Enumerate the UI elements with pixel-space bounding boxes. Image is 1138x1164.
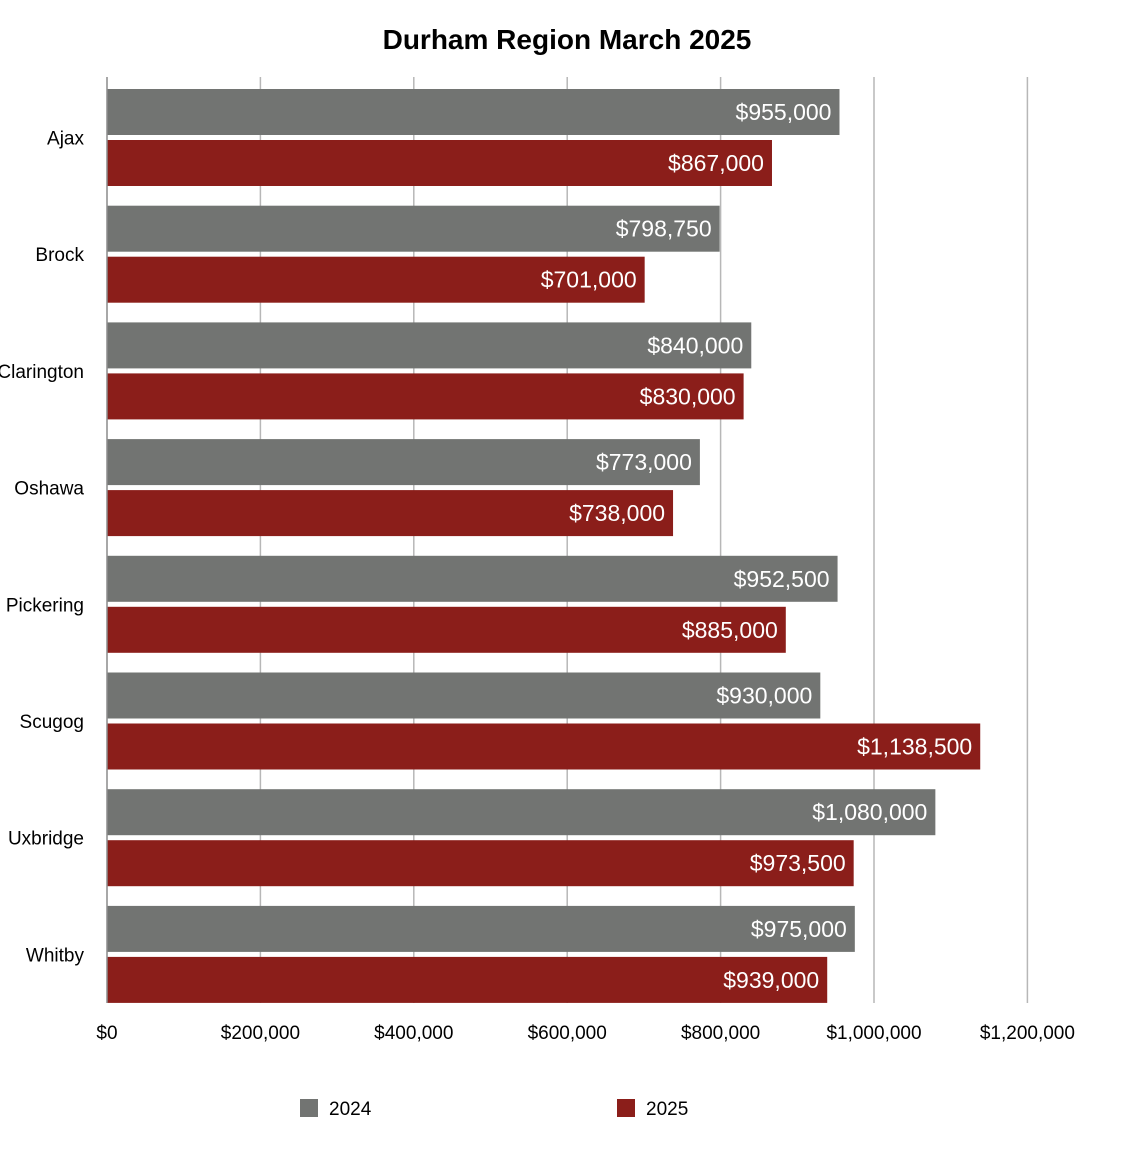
x-tick-label: $800,000 [681, 1023, 760, 1044]
chart-title: Durham Region March 2025 [383, 24, 752, 55]
data-label: $939,000 [723, 967, 819, 993]
x-tick-label: $1,200,000 [980, 1023, 1075, 1044]
data-label: $738,000 [569, 500, 665, 526]
y-category-label: Ajax [47, 129, 84, 150]
bar-2024-pickering [107, 555, 838, 602]
bar-2025-scugog [107, 723, 981, 770]
data-label: $867,000 [668, 150, 764, 176]
bar-2025-clarington [107, 373, 744, 420]
bar-2024-scugog [107, 672, 821, 719]
bar-2025-whitby [107, 956, 828, 1003]
bar-2024-ajax [107, 89, 840, 135]
data-label: $798,750 [616, 216, 712, 242]
x-tick-label: $1,000,000 [826, 1023, 921, 1044]
bar-2024-oshawa [107, 439, 700, 486]
bar-2024-brock [107, 205, 720, 252]
data-label: $830,000 [640, 383, 736, 409]
legend-swatch-2024 [300, 1099, 318, 1117]
x-tick-label: $400,000 [374, 1023, 453, 1044]
axes: $0 $200,000 $400,000 $600,000 $800,000 $1,000… [0, 77, 1075, 1044]
bar-2024-clarington [107, 322, 752, 369]
data-label: $975,000 [751, 916, 847, 942]
y-category-label: Whitby [26, 945, 85, 966]
y-category-label: Scugog [20, 712, 84, 733]
legend-swatch-2025 [617, 1099, 635, 1117]
data-label: $1,138,500 [857, 734, 972, 760]
legend-label: 2024 [329, 1099, 372, 1120]
bar-2025-oshawa [107, 490, 674, 537]
data-label: $955,000 [736, 99, 832, 125]
x-tick-label: $600,000 [528, 1023, 607, 1044]
bar-2024-whitby [107, 905, 855, 952]
legend-label: 2025 [646, 1099, 688, 1120]
data-label: $973,500 [750, 850, 846, 876]
bar-2024-uxbridge [107, 789, 936, 836]
y-category-label: Oshawa [14, 479, 84, 500]
x-tick-label: $200,000 [221, 1023, 300, 1044]
data-label: $701,000 [541, 267, 637, 293]
bar-2025-uxbridge [107, 840, 854, 887]
data-label: $840,000 [647, 332, 743, 358]
data-label: $885,000 [682, 617, 778, 643]
data-labels: $955,000 $867,000 $798,750 $701,000 $840,000… [541, 99, 973, 993]
bar-2025-brock [107, 256, 645, 303]
legend: 2024 2025 [300, 1099, 688, 1120]
bars [107, 89, 981, 1003]
bar-2025-ajax [107, 140, 772, 186]
y-category-label: Brock [35, 245, 84, 266]
y-category-label: Pickering [6, 595, 84, 616]
y-category-label: Clarington [0, 362, 84, 383]
data-label: $1,080,000 [812, 799, 927, 825]
x-tick-label: $0 [96, 1023, 117, 1044]
data-label: $952,500 [734, 566, 830, 592]
y-category-label: Uxbridge [8, 829, 84, 850]
bar-2025-pickering [107, 606, 786, 653]
data-label: $773,000 [596, 449, 692, 475]
data-label: $930,000 [716, 683, 812, 709]
